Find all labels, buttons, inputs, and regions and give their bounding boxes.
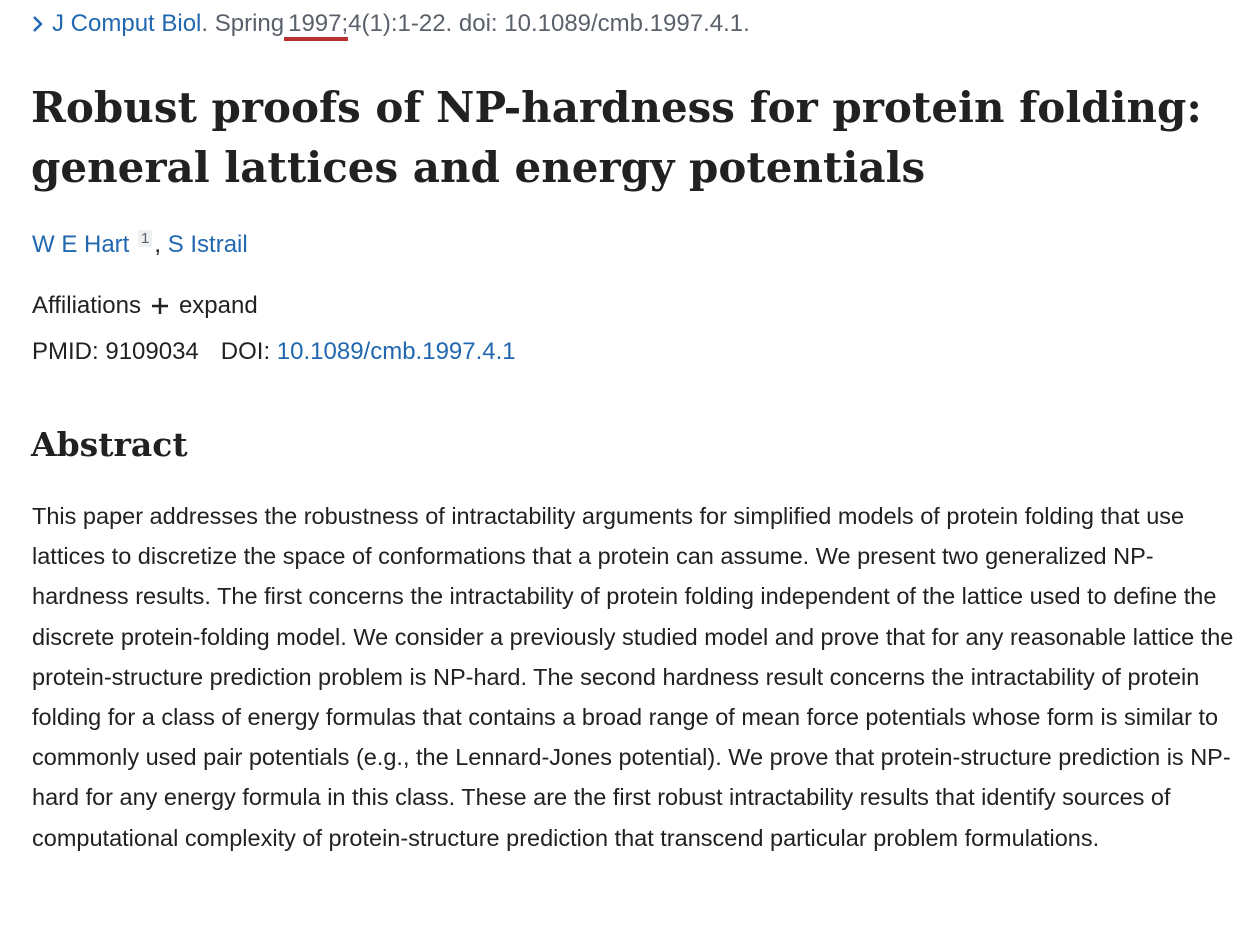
journal-link[interactable]: J Comput Biol: [52, 10, 202, 37]
doi-link[interactable]: 10.1089/cmb.1997.4.1: [276, 338, 516, 365]
identifiers: PMID: 9109034 DOI: 10.1089/cmb.1997.4.1: [32, 338, 516, 366]
pmid-label: PMID:: [32, 338, 99, 365]
citation: J Comput Biol. Spring 1997;4(1):1-22. doi…: [32, 10, 750, 41]
plus-icon[interactable]: [151, 297, 169, 315]
author-link[interactable]: W E Hart: [32, 231, 130, 258]
affiliations-label: Affiliations: [32, 292, 141, 319]
citation-details: 4(1):1-22. doi: 10.1089/cmb.1997.4.1.: [348, 10, 750, 37]
author-separator: ,: [154, 231, 162, 258]
abstract-text: This paper addresses the robustness of i…: [32, 503, 1234, 851]
doi-label: DOI:: [220, 338, 271, 365]
authors: W E Hart 1, S Istrail: [32, 230, 248, 259]
chevron-icon: [33, 16, 43, 32]
affiliation-number[interactable]: 1: [138, 230, 153, 247]
title-line: general lattices and energy potentials: [31, 143, 926, 192]
author-link[interactable]: S Istrail: [167, 231, 248, 258]
pmid: 9109034: [105, 338, 199, 365]
article-title: Robust proofs of NP-hardness for protein…: [31, 78, 1202, 198]
citation-details: . Spring: [201, 10, 285, 37]
title-line: Robust proofs of NP-hardness for protein…: [31, 83, 1202, 132]
abstract-heading: Abstract: [31, 425, 188, 464]
citation-year: 1997;: [284, 10, 349, 41]
expand-toggle[interactable]: expand: [178, 292, 258, 319]
affiliations: Affiliations expand: [32, 292, 258, 320]
